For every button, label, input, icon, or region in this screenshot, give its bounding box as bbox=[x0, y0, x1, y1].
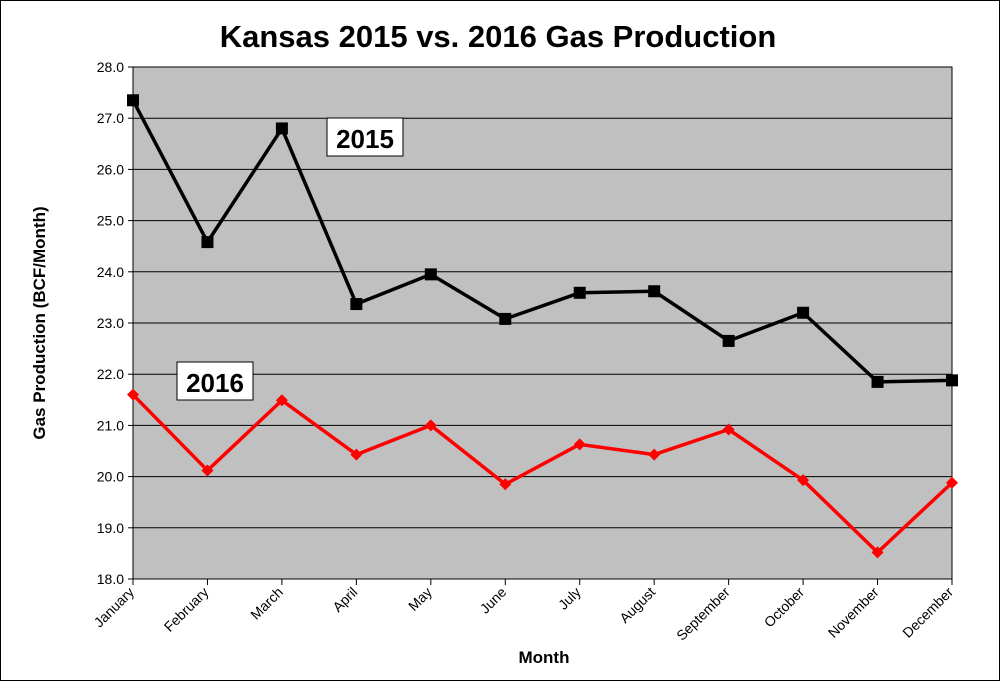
x-tick-label: December bbox=[899, 584, 956, 641]
data-point-2016 bbox=[275, 394, 288, 407]
data-point-2016 bbox=[424, 419, 437, 432]
data-point-2016 bbox=[871, 546, 884, 559]
data-point-2015 bbox=[573, 286, 586, 299]
data-point-2016 bbox=[201, 464, 214, 477]
series-label-2016: 2016 bbox=[176, 361, 254, 401]
gridlines bbox=[133, 117, 952, 529]
data-point-2015 bbox=[722, 334, 735, 347]
x-tick-label: June bbox=[477, 584, 510, 617]
y-tick-label: 21.0 bbox=[97, 417, 124, 433]
y-tick-label: 27.0 bbox=[97, 110, 124, 126]
data-point-2015 bbox=[946, 374, 958, 387]
data-point-2016 bbox=[350, 448, 363, 461]
x-tick-label: July bbox=[555, 584, 584, 613]
y-tick-label: 20.0 bbox=[97, 469, 124, 485]
y-tick-label: 24.0 bbox=[97, 264, 124, 280]
x-tick-label: April bbox=[329, 584, 360, 615]
y-tick-label: 18.0 bbox=[97, 571, 124, 587]
series-line-2016 bbox=[131, 393, 954, 555]
data-point-2016 bbox=[946, 476, 958, 489]
x-tick-label: October bbox=[761, 584, 808, 631]
data-point-2015 bbox=[350, 298, 363, 311]
data-point-2015 bbox=[499, 312, 512, 325]
data-point-2016 bbox=[722, 423, 735, 436]
y-tick-label: 26.0 bbox=[97, 161, 124, 177]
y-axis-label: Gas Production (BCF/Month) bbox=[30, 206, 49, 439]
x-axis-label: Month bbox=[519, 648, 570, 667]
data-point-2015 bbox=[127, 94, 139, 107]
y-tick-label: 22.0 bbox=[97, 366, 124, 382]
x-tick-label: November bbox=[825, 584, 882, 641]
data-point-2016 bbox=[797, 474, 810, 487]
y-tick-label: 19.0 bbox=[97, 520, 124, 536]
x-tick-label: September bbox=[673, 584, 733, 644]
data-point-2016 bbox=[499, 478, 512, 491]
data-point-2016 bbox=[573, 438, 586, 451]
y-tick-label: 28.0 bbox=[97, 59, 124, 75]
x-tick-label: May bbox=[405, 584, 435, 614]
series-line-2015 bbox=[131, 99, 953, 384]
series-2016 bbox=[127, 388, 958, 559]
y-tick-label: 25.0 bbox=[97, 213, 124, 229]
chart-title: Kansas 2015 vs. 2016 Gas Production bbox=[220, 19, 777, 54]
series-label-2015-text: 2015 bbox=[336, 124, 394, 154]
series-2015 bbox=[127, 94, 958, 388]
x-tick-label: January bbox=[91, 584, 138, 631]
series-label-2016-text: 2016 bbox=[186, 368, 244, 398]
data-point-2015 bbox=[201, 236, 214, 249]
x-tick-label: August bbox=[616, 584, 658, 626]
data-point-2015 bbox=[424, 268, 437, 281]
data-point-2016 bbox=[127, 388, 139, 401]
x-tick-label: February bbox=[161, 584, 212, 635]
y-tick-label: 23.0 bbox=[97, 315, 124, 331]
series-layer bbox=[127, 94, 958, 559]
data-point-2015 bbox=[275, 122, 288, 135]
x-tick-label: March bbox=[247, 584, 286, 623]
data-point-2015 bbox=[797, 306, 810, 319]
series-label-2015: 2015 bbox=[326, 117, 404, 157]
data-point-2015 bbox=[648, 285, 661, 298]
data-point-2015 bbox=[871, 375, 884, 388]
data-point-2016 bbox=[648, 448, 661, 461]
